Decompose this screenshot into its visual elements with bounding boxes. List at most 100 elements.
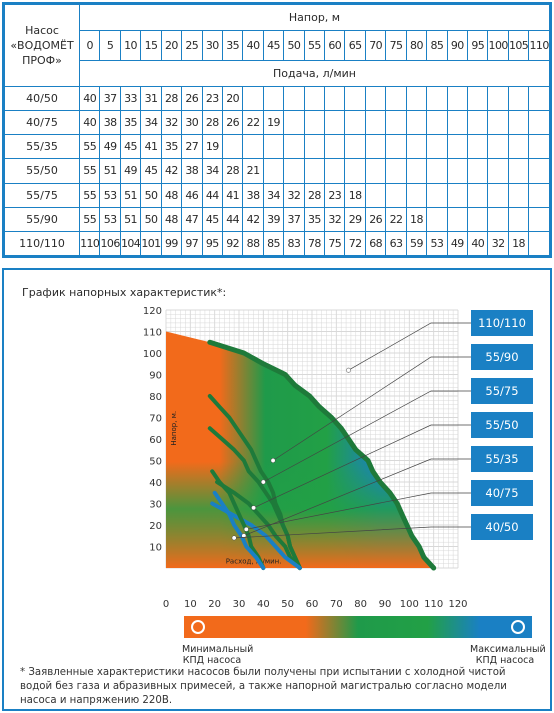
- flow-value-cell: 34: [140, 110, 162, 136]
- flow-value-cell: [426, 85, 448, 112]
- leader-dot: [270, 458, 276, 463]
- flow-value-cell: [528, 230, 550, 257]
- x-tick-label: 60: [306, 599, 319, 610]
- flow-value-cell: [528, 110, 550, 136]
- legend-box: [471, 480, 533, 506]
- flow-value-cell: [385, 85, 407, 112]
- flow-value-cell: 26: [364, 206, 387, 232]
- flow-value-cell: [283, 110, 305, 136]
- head-value-cell: 80: [405, 30, 428, 61]
- flow-value-cell: [467, 158, 489, 184]
- head-value-cell: 90: [446, 30, 469, 61]
- flow-value-cell: [364, 85, 387, 112]
- legend-label: 40/75: [485, 486, 518, 500]
- flow-value-cell: [324, 85, 346, 112]
- leader-line: [272, 356, 471, 461]
- chart-title: График напорных характеристик*:: [22, 286, 227, 299]
- flow-value-cell: [303, 85, 326, 112]
- flow-value-cell: 18: [507, 230, 530, 257]
- flow-value-cell: 83: [283, 230, 305, 257]
- table-corner-label: Насос «ВОДОМЁТ ПРОФ»: [4, 4, 80, 87]
- x-tick-label: 0: [163, 599, 169, 610]
- chart-panel: График напорных характеристик*: 0 10 20 30 4…: [2, 268, 552, 711]
- pump-model-cell: 55/50: [4, 158, 80, 184]
- flow-value-cell: [467, 134, 489, 160]
- flow-value-cell: [446, 158, 469, 184]
- flow-value-cell: 45: [140, 158, 162, 184]
- flow-value-cell: 38: [99, 110, 121, 136]
- flow-value-cell: [385, 158, 407, 184]
- flow-value-cell: 106: [99, 230, 121, 257]
- y-tick-label: 90: [149, 371, 162, 382]
- flow-value-cell: 48: [160, 206, 183, 232]
- flow-value-cell: 42: [160, 158, 183, 184]
- x-axis-label: Расход, л./мин.: [226, 558, 282, 566]
- head-value-cell: 25: [181, 30, 203, 61]
- flow-value-cell: 22: [385, 206, 407, 232]
- flow-value-cell: [364, 110, 387, 136]
- flow-value-cell: [446, 206, 469, 232]
- flow-header: Подача, л/мин: [79, 60, 550, 87]
- table-corner-line: «ВОДОМЁТ: [10, 39, 74, 52]
- y-tick-label: 70: [149, 414, 162, 425]
- x-tick-label: 10: [184, 599, 197, 610]
- flow-value-cell: [426, 110, 448, 136]
- flow-value-cell: 18: [405, 206, 428, 232]
- head-value-cell: 35: [221, 30, 244, 61]
- flow-value-cell: [303, 110, 326, 136]
- legend-label: 55/50: [485, 418, 518, 432]
- flow-value-cell: [426, 206, 448, 232]
- table-row: 55/75 55 53 51 50 48 46 44 41 38 34 32 28 23 18: [4, 182, 550, 208]
- head-value-cell: 100: [487, 30, 509, 61]
- flow-value-cell: [303, 134, 326, 160]
- head-value-cell: 20: [160, 30, 183, 61]
- flow-value-cell: [487, 134, 509, 160]
- leader-dot: [346, 367, 351, 373]
- x-tick-label: 50: [281, 599, 294, 610]
- flow-value-cell: [405, 110, 428, 136]
- flow-value-cell: [364, 134, 387, 160]
- x-tick-label: 40: [257, 599, 270, 610]
- flow-value-cell: [507, 182, 530, 208]
- flow-value-cell: 49: [99, 134, 121, 160]
- flow-value-cell: [344, 85, 366, 112]
- flow-value-cell: 19: [262, 110, 285, 136]
- flow-value-cell: 99: [160, 230, 183, 257]
- flow-value-cell: [364, 158, 387, 184]
- flow-value-cell: 63: [385, 230, 407, 257]
- flow-value-cell: [467, 85, 489, 112]
- flow-value-cell: 32: [324, 206, 346, 232]
- legend-label: 55/90: [485, 350, 518, 364]
- flow-value-cell: 22: [242, 110, 264, 136]
- y-tick-label: 50: [149, 457, 162, 468]
- flow-value-cell: 48: [160, 182, 183, 208]
- flow-value-cell: [507, 158, 530, 184]
- flow-value-cell: [344, 134, 366, 160]
- flow-value-cell: [385, 182, 407, 208]
- flow-value-cell: [405, 158, 428, 184]
- flow-value-cell: 41: [140, 134, 162, 160]
- flow-value-cell: 59: [405, 230, 428, 257]
- flow-value-cell: 55: [78, 134, 101, 160]
- flow-value-cell: 30: [181, 110, 203, 136]
- x-tick-label: 30: [233, 599, 246, 610]
- flow-value-cell: 27: [181, 134, 203, 160]
- flow-value-cell: 32: [160, 110, 183, 136]
- flow-value-cell: [426, 134, 448, 160]
- flow-value-cell: 21: [242, 158, 264, 184]
- flow-value-cell: 37: [283, 206, 305, 232]
- legend-label: 40/50: [485, 520, 518, 534]
- flow-value-cell: 28: [303, 182, 326, 208]
- efficiency-area-shade: [166, 331, 434, 568]
- table-corner-line: Насос: [25, 24, 59, 37]
- pump-model-cell: 110/110: [4, 230, 80, 257]
- table-row: 55/50 55 51 49 45 42 38 34 28 21: [4, 158, 550, 184]
- flow-value-cell: 40: [78, 110, 101, 136]
- min-efficiency-label-line2: КПД насоса: [182, 655, 242, 666]
- leader-line: [234, 526, 471, 539]
- flow-value-cell: [242, 85, 264, 112]
- legend-box: [471, 344, 533, 370]
- performance-table: Насос «ВОДОМЁТ ПРОФ» Напор, м 0 5 10 15 20 25 30 35…: [4, 4, 550, 257]
- flow-value-cell: 92: [221, 230, 244, 257]
- flow-value-cell: 50: [140, 182, 162, 208]
